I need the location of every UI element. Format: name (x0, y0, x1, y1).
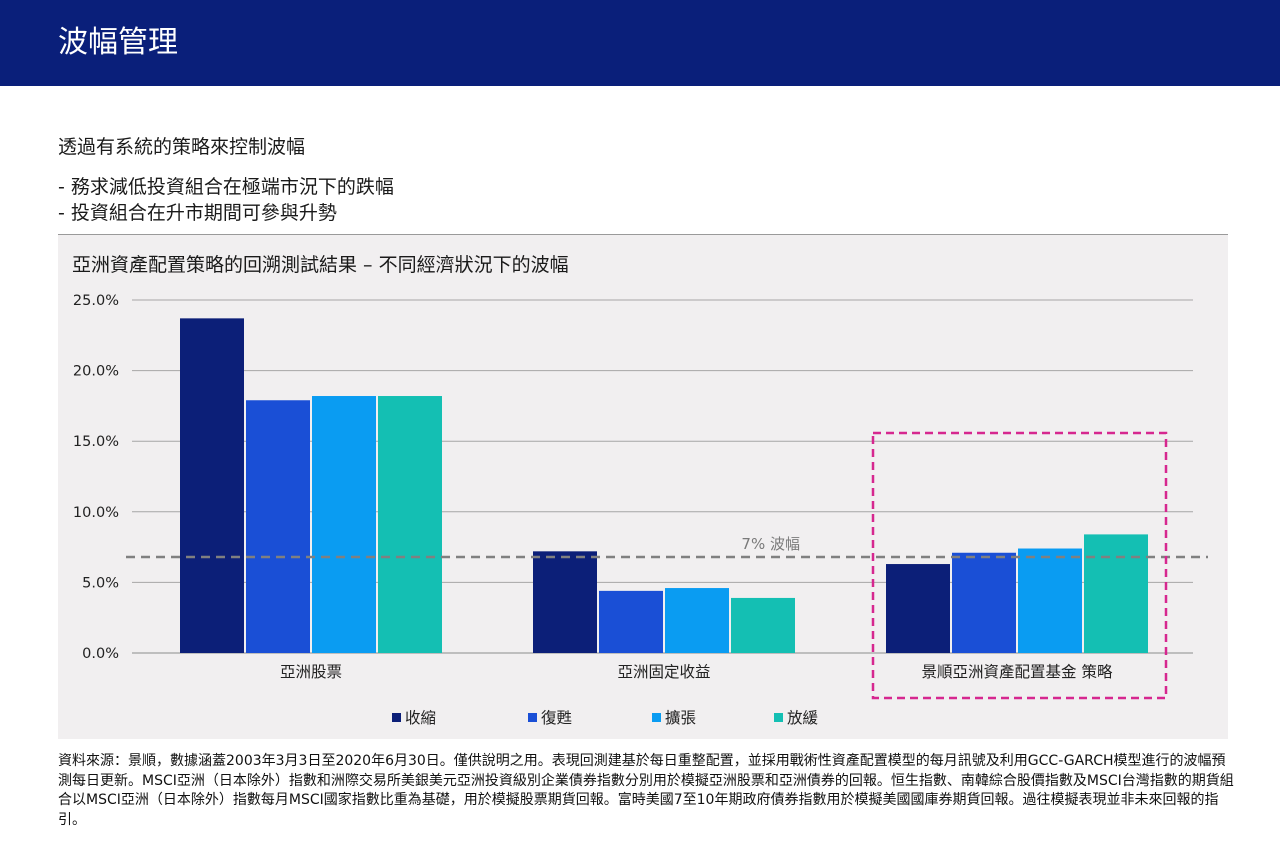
bullet-item: - 投資組合在升市期間可參與升勢 (58, 202, 337, 224)
highlight-box (871, 431, 1168, 700)
x-category-label: 景順亞洲資產配置基金 策略 (922, 663, 1113, 681)
chart-title: 亞洲資產配置策略的回溯測試結果 – 不同經濟狀況下的波幅 (72, 254, 569, 276)
bullet-item: - 務求減低投資組合在極端市況下的跌幅 (58, 176, 394, 198)
legend-label: 擴張 (665, 709, 696, 727)
y-tick-label: 10.0% (73, 505, 119, 521)
bar (246, 400, 310, 653)
bar (378, 396, 442, 653)
legend-swatch (528, 713, 537, 722)
bar (599, 590, 663, 653)
legend-swatch (652, 713, 661, 722)
bar (1084, 534, 1148, 653)
page-header: 波幅管理 (0, 0, 1280, 86)
bar (886, 564, 950, 653)
y-tick-label: 25.0% (73, 293, 119, 309)
chart-panel: 亞洲資產配置策略的回溯測試結果 – 不同經濟狀況下的波幅 0.0% 5.0% 10.0… (58, 234, 1228, 739)
reference-line-label: 7% 波幅 (741, 535, 800, 553)
bar (180, 318, 244, 653)
x-category-label: 亞洲股票 (280, 663, 342, 681)
legend-label: 放緩 (787, 709, 819, 727)
bar (731, 597, 795, 653)
legend-swatch (392, 713, 401, 722)
intro-heading: 透過有系統的策略來控制波幅 (58, 136, 306, 158)
x-category-label: 亞洲固定收益 (617, 663, 710, 681)
volatility-bar-chart: 亞洲資產配置策略的回溯測試結果 – 不同經濟狀況下的波幅 0.0% 5.0% 10.0… (72, 254, 1208, 727)
y-tick-label: 5.0% (82, 575, 119, 591)
legend-label: 復甦 (541, 709, 572, 727)
bar (952, 552, 1016, 653)
legend-label: 收縮 (405, 709, 436, 727)
bar (312, 396, 376, 653)
bar (1018, 548, 1082, 653)
y-tick-label: 0.0% (82, 646, 119, 662)
y-tick-label: 20.0% (73, 364, 119, 380)
page-title: 波幅管理 (58, 25, 178, 60)
y-tick-label: 15.0% (73, 434, 119, 450)
source-note: 資料來源：景順，數據涵蓋2003年3月3日至2020年6月30日。僅供說明之用。… (58, 753, 1234, 828)
legend-swatch (774, 713, 783, 722)
bullet-list: - 務求減低投資組合在極端市況下的跌幅 - 投資組合在升市期間可參與升勢 (58, 174, 394, 226)
bar (665, 588, 729, 653)
bar (533, 551, 597, 653)
